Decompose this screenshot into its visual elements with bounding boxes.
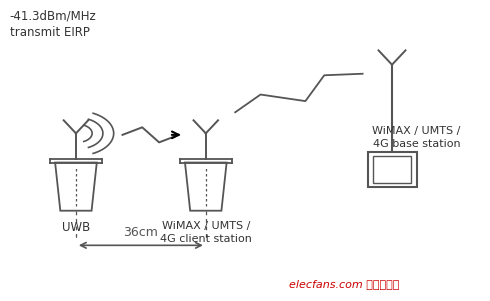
Bar: [368, 152, 416, 187]
Text: WiMAX / UMTS /
4G base station: WiMAX / UMTS / 4G base station: [372, 126, 461, 149]
Text: 36cm: 36cm: [123, 226, 158, 239]
Polygon shape: [185, 163, 226, 211]
Text: elecfans.com 电子发烧友: elecfans.com 电子发烧友: [289, 279, 399, 289]
Text: -41.3dBm/MHz
transmit EIRP: -41.3dBm/MHz transmit EIRP: [10, 9, 97, 39]
Bar: [373, 156, 411, 183]
Text: WiMAX / UMTS /
4G client station: WiMAX / UMTS / 4G client station: [160, 221, 252, 244]
Text: UWB: UWB: [62, 221, 90, 234]
Polygon shape: [55, 163, 97, 211]
